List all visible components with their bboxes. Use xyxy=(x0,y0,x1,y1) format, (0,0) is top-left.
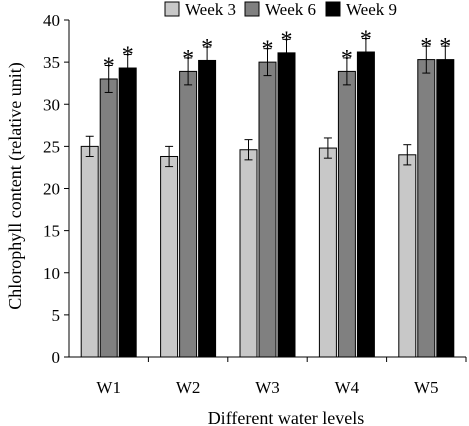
x-tick-label: W1 xyxy=(96,378,121,397)
y-tick-label: 35 xyxy=(43,53,60,72)
y-tick-label: 0 xyxy=(52,348,61,367)
bar xyxy=(356,51,375,358)
bar xyxy=(337,70,356,358)
bar xyxy=(318,147,337,358)
bar xyxy=(99,78,118,358)
y-tick-label: 10 xyxy=(43,264,60,283)
bar xyxy=(258,61,277,358)
significance-star: * xyxy=(360,27,372,53)
significance-star: * xyxy=(201,35,213,61)
y-tick-label: 40 xyxy=(43,11,60,30)
x-tick-label: W4 xyxy=(335,378,360,397)
bar xyxy=(239,149,258,358)
significance-star: * xyxy=(182,46,194,72)
significance-star: * xyxy=(103,53,115,79)
significance-star: * xyxy=(281,27,293,53)
y-tick-label: 20 xyxy=(43,180,60,199)
significance-star: * xyxy=(122,43,134,69)
bar xyxy=(118,67,137,358)
axes: 0 5 10 15 20 25 30 35 40 W1 W2 W3 W4 W5 xyxy=(43,11,467,397)
legend-swatch xyxy=(325,1,341,17)
bar xyxy=(160,155,179,358)
y-tick-label: 5 xyxy=(52,306,61,325)
x-axis-label: Different water levels xyxy=(208,408,365,426)
bars: * * * * * * * * * * xyxy=(80,27,455,358)
y-axis-label: Chlorophyll content (relative unit) xyxy=(5,62,26,309)
legend-label: Week 3 xyxy=(185,0,236,19)
significance-star: * xyxy=(341,46,353,72)
y-tick-label: 30 xyxy=(43,95,60,114)
legend-swatch xyxy=(244,1,260,17)
legend-label: Week 9 xyxy=(346,0,397,19)
bar xyxy=(80,145,99,358)
bar xyxy=(198,59,217,358)
bar xyxy=(179,70,198,358)
x-tick-label: W2 xyxy=(176,378,201,397)
significance-star: * xyxy=(262,37,274,63)
y-tick-label: 15 xyxy=(43,222,60,241)
bar xyxy=(277,52,296,358)
significance-star: * xyxy=(439,34,451,60)
bar xyxy=(417,59,436,358)
y-tick-label: 25 xyxy=(43,137,60,156)
x-tick-label: W3 xyxy=(255,378,280,397)
legend: Week 3 Week 6 Week 9 xyxy=(164,0,397,19)
bar xyxy=(436,59,455,358)
legend-swatch xyxy=(164,1,180,17)
significance-star: * xyxy=(420,34,432,60)
bar xyxy=(398,154,417,358)
legend-label: Week 6 xyxy=(265,0,316,19)
x-tick-label: W5 xyxy=(414,378,439,397)
